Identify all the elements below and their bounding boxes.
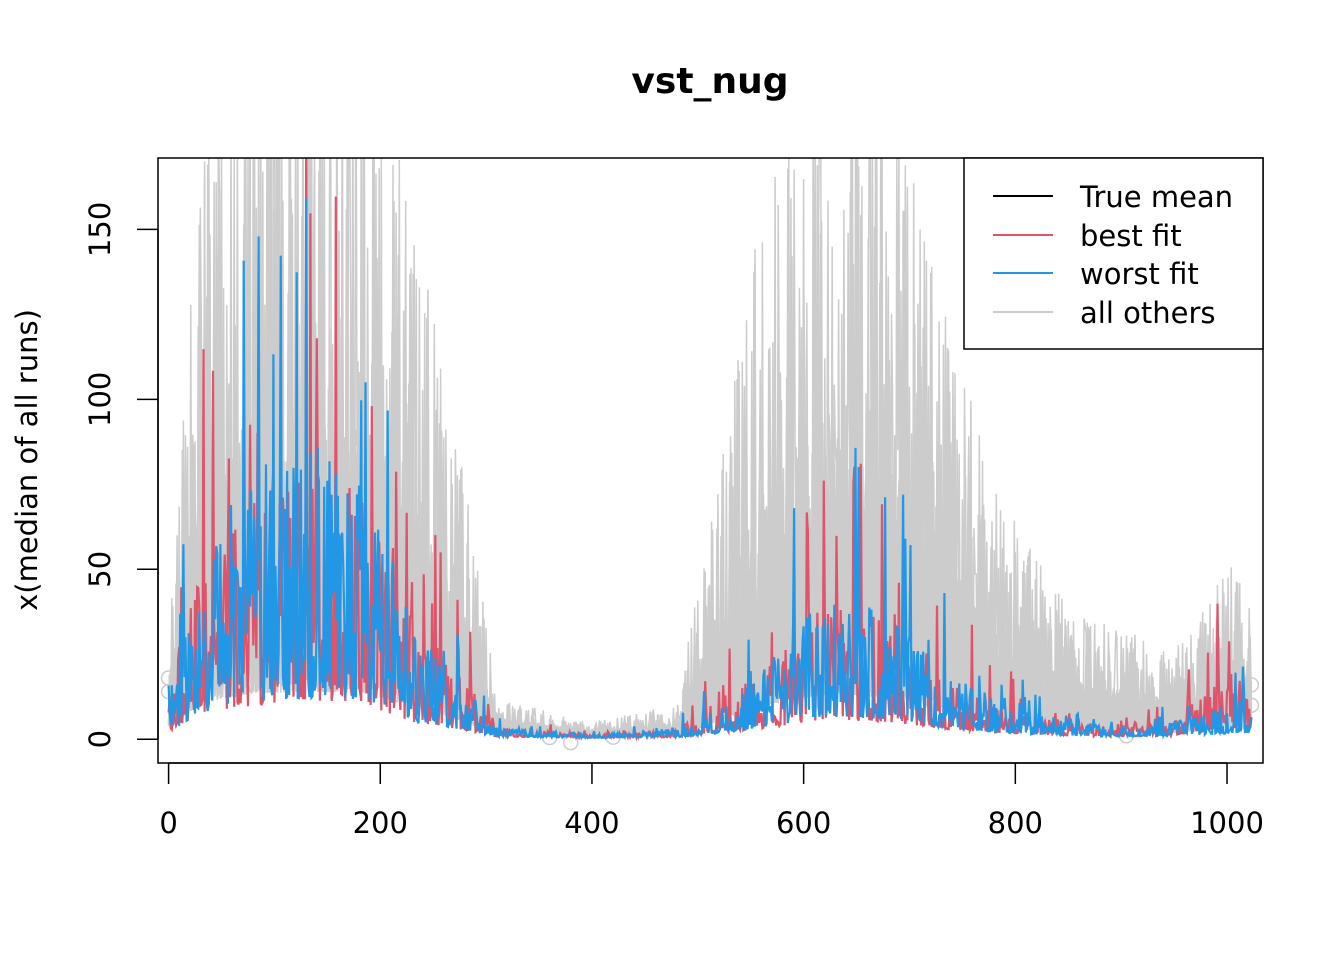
series-layer [160, 158, 1260, 751]
legend-label-worst-fit: worst fit [1080, 257, 1199, 291]
y-tick-label: 0 [83, 730, 117, 748]
x-tick-label: 200 [353, 806, 408, 840]
x-tick-label: 1000 [1190, 806, 1264, 840]
legend-label-best-fit: best fit [1080, 219, 1182, 253]
legend: True mean best fit worst fit all others [963, 157, 1264, 350]
y-axis-label: x(median of all runs) [10, 309, 44, 611]
x-axis: 0 200 400 600 800 1000 [159, 762, 1264, 840]
x-tick-label: 800 [988, 806, 1043, 840]
chart-title: vst_nug [631, 61, 788, 102]
x-tick-label: 600 [776, 806, 831, 840]
y-tick-label: 150 [83, 202, 117, 257]
legend-label-true-mean: True mean [1079, 180, 1233, 214]
x-tick-label: 400 [564, 806, 619, 840]
y-tick-label: 50 [83, 551, 117, 588]
series-worst-fit [167, 198, 1253, 741]
legend-box [963, 157, 1264, 350]
x-tick-label: 0 [159, 806, 177, 840]
others-point [160, 670, 177, 686]
y-tick-label: 100 [83, 372, 117, 427]
y-axis: 0 50 100 150 [83, 202, 159, 748]
legend-label-all-others: all others [1080, 296, 1215, 330]
